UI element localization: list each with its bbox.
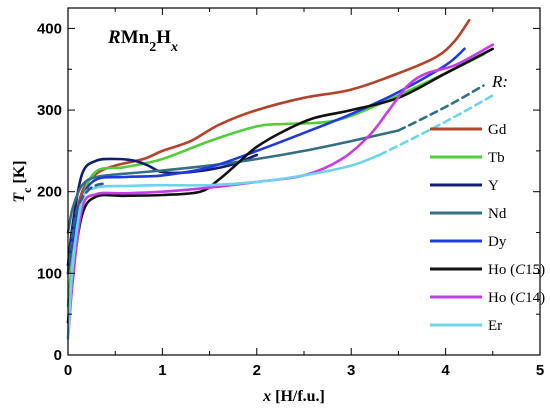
y-tick-label-2: 200: [37, 184, 62, 201]
y-axis-title: Tc [K]: [11, 160, 34, 202]
chart-title: RMn2Hx: [107, 27, 178, 55]
series-layer: [66, 18, 495, 340]
legend-label-2: Y: [488, 178, 499, 194]
legend-label-7: Er: [488, 318, 502, 334]
legend-label-3: Nd: [488, 206, 507, 222]
series-line-er: [66, 153, 381, 340]
legend-label-5: Ho (C15): [488, 262, 545, 278]
series-line-dy: [66, 47, 466, 275]
legend-label-1: Tb: [488, 150, 505, 166]
legend: R: Gd Tb Y Nd Dy Ho (C15) Ho (C14) Er: [430, 72, 545, 334]
y-tick-label-4: 400: [37, 20, 62, 37]
series-line-y: [66, 153, 259, 267]
y-tick-label-1: 100: [37, 265, 62, 282]
series-line-nd-ext: [397, 84, 485, 132]
x-tick-label-4: 4: [441, 362, 450, 379]
legend-label-6: Ho (C14): [488, 290, 545, 306]
y-tick-label-3: 300: [37, 102, 62, 119]
series-line-extra-dash: [66, 182, 108, 275]
x-tick-label-0: 0: [64, 362, 72, 379]
x-tick-label-2: 2: [253, 362, 261, 379]
x-tick-label-1: 1: [158, 362, 166, 379]
series-line-nd: [66, 129, 400, 234]
x-axis-title: x [H/f.u.]: [262, 388, 325, 405]
x-tick-label-3: 3: [347, 362, 355, 379]
series-line-ho-c14: [66, 43, 495, 340]
axes-layer: 0 1 2 3 4 5 0 100 200 300 400: [37, 7, 544, 379]
series-line-er-ext: [378, 94, 495, 157]
legend-label-0: Gd: [488, 122, 507, 138]
x-tick-label-5: 5: [536, 362, 544, 379]
legend-label-4: Dy: [488, 234, 507, 250]
series-line-gd: [66, 18, 471, 267]
series-line-ho-c15: [66, 47, 495, 324]
legend-title: R:: [491, 72, 508, 91]
y-tick-label-0: 0: [54, 347, 62, 364]
